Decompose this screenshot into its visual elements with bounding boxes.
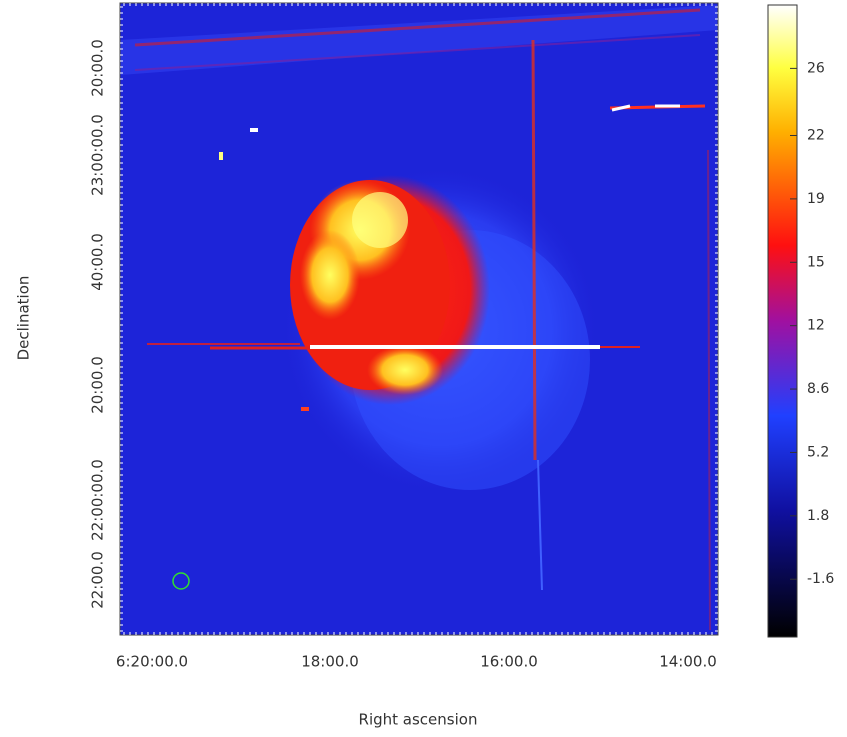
y-tick-label: 40:00.0 — [89, 233, 107, 291]
beam-marker — [172, 572, 190, 590]
colorbar-tick-label: 12 — [807, 318, 825, 334]
colorbar-tick-label: -1.6 — [807, 571, 834, 587]
colorbar — [767, 4, 798, 638]
x-axis-label: Right ascension — [359, 711, 478, 729]
colorbar-tick-label: 19 — [807, 191, 825, 207]
colorbar-tick-label: 15 — [807, 254, 825, 270]
colorbar-tick-label: 5.2 — [807, 444, 829, 460]
colorbar-ticks: 26 22 19 15 12 8.6 5.2 1.8 -1.6 — [790, 60, 834, 587]
x-tick-label: 16:00.0 — [480, 653, 538, 671]
y-tick-label: 22:00:00.0 — [89, 459, 107, 541]
colorbar-tick-label: 22 — [807, 128, 825, 144]
x-tick-label: 18:00.0 — [301, 653, 359, 671]
x-tick-label: 14:00.0 — [659, 653, 717, 671]
colorbar-tick-label: 1.8 — [807, 508, 829, 524]
y-axis-label: Declination — [15, 276, 33, 361]
y-tick-label: 23:00:00.0 — [89, 114, 107, 196]
colorbar-tick-label: 8.6 — [807, 381, 829, 397]
x-tick-label: 6:20:00.0 — [116, 653, 188, 671]
y-tick-label: 20:00.0 — [89, 356, 107, 414]
y-tick-label: 22:00.0 — [89, 551, 107, 609]
y-tick-label: 20:00.0 — [89, 39, 107, 97]
colorbar-tick-label: 26 — [807, 60, 825, 76]
sky-image — [120, 3, 718, 635]
